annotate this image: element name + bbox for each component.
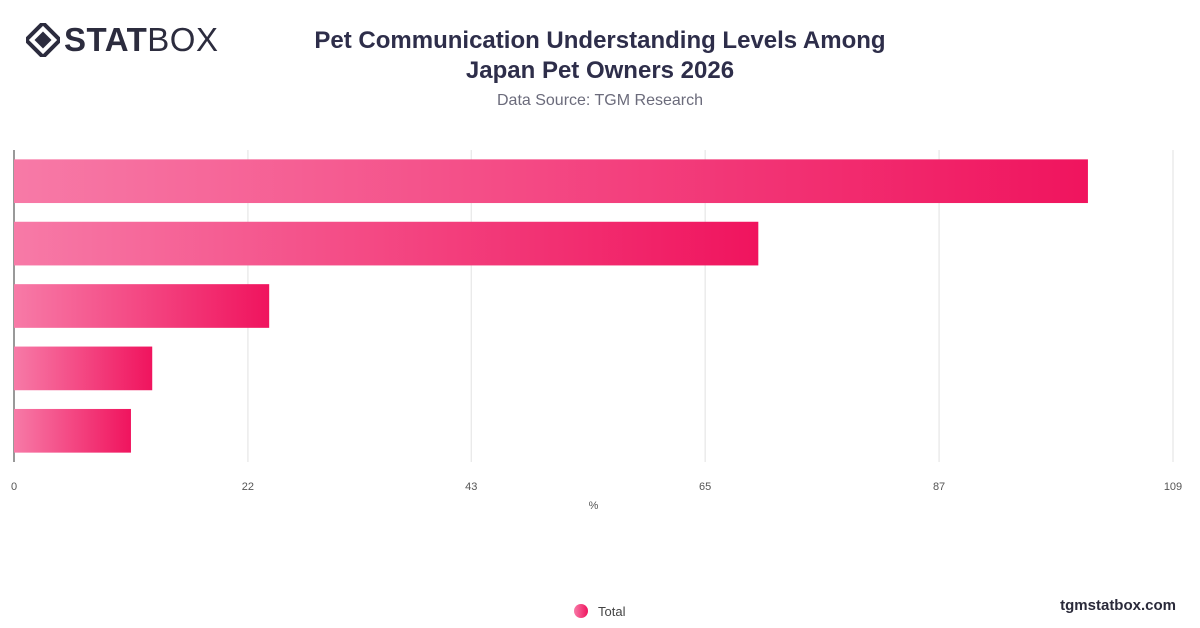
legend-swatch bbox=[574, 604, 588, 618]
x-axis-label: % bbox=[589, 500, 599, 512]
legend-label-total: Total bbox=[598, 603, 626, 619]
bar-1[interactable] bbox=[14, 159, 1088, 204]
x-tick-label: 109 bbox=[1164, 481, 1182, 493]
chart-subtitle: Data Source: TGM Research bbox=[496, 92, 703, 109]
logo-light-text: BOX bbox=[147, 21, 219, 58]
bar-4[interactable] bbox=[14, 346, 153, 391]
legend[interactable]: Total bbox=[574, 602, 625, 620]
chart-title: Pet Communication Understanding Levels A… bbox=[260, 26, 940, 86]
x-tick-label: 43 bbox=[465, 481, 477, 493]
x-axis: 0 22 43 65 87 109% bbox=[11, 481, 1182, 512]
footer-site: tgmstatbox.com bbox=[1060, 597, 1176, 614]
bar-5[interactable] bbox=[14, 408, 131, 453]
diamond-logo-icon bbox=[26, 23, 60, 57]
x-tick-label: 0 bbox=[11, 481, 17, 493]
logo-bold-text: STAT bbox=[64, 21, 148, 58]
statbox-logo: STATBOX bbox=[26, 22, 236, 58]
chart-title-line-1: Pet Communication Understanding Levels A… bbox=[314, 27, 886, 54]
x-tick-label: 87 bbox=[933, 481, 945, 493]
x-tick-label: 65 bbox=[699, 481, 711, 493]
bar-2[interactable] bbox=[14, 221, 759, 266]
chart-title-line-2: Japan Pet Owners 2026 bbox=[465, 57, 735, 84]
bar-3[interactable] bbox=[14, 284, 270, 328]
logo-wordmark: STATBOX bbox=[64, 22, 218, 58]
x-tick-label: 22 bbox=[242, 481, 254, 493]
bars bbox=[14, 159, 1088, 453]
